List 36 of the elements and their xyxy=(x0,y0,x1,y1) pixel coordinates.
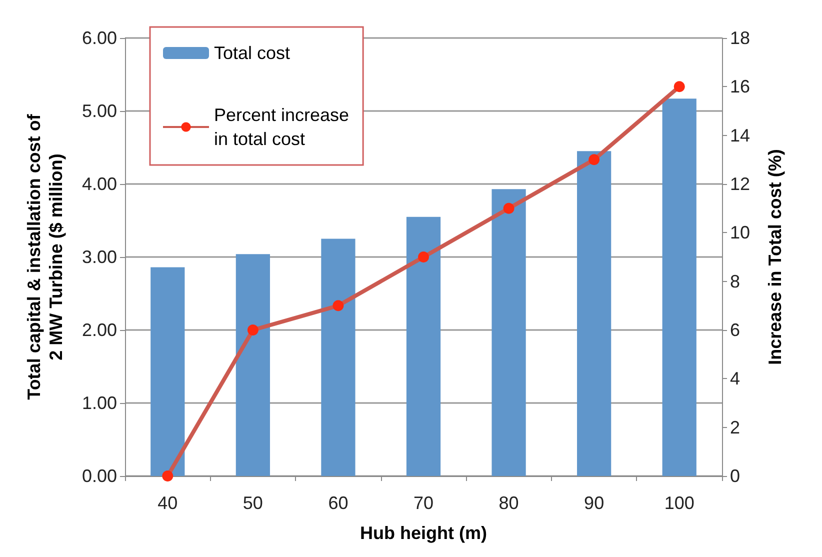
x-tick-label: 70 xyxy=(413,493,434,513)
bar xyxy=(492,189,526,476)
bar xyxy=(662,98,696,476)
y2-axis-title: Increase in Total cost (%) xyxy=(765,149,785,365)
bar xyxy=(236,254,270,476)
x-axis-title: Hub height (m) xyxy=(360,523,487,543)
y2-tick-label: 6 xyxy=(730,320,740,340)
legend-label: Total cost xyxy=(214,43,290,63)
legend-label: Percent increase in total cost xyxy=(214,105,350,149)
y2-tick-label: 12 xyxy=(730,174,750,194)
y2-tick-label: 8 xyxy=(730,271,740,292)
y2-tick-label: 10 xyxy=(730,222,750,243)
x-tick-label: 60 xyxy=(328,493,348,513)
bar xyxy=(577,151,612,476)
y2-tick-label: 18 xyxy=(730,28,750,48)
bar xyxy=(321,238,356,476)
x-tick-label: 40 xyxy=(158,493,178,513)
y-tick-label: 6.00 xyxy=(82,28,117,48)
y-tick-label: 3.00 xyxy=(82,247,117,267)
y-tick-label: 2.00 xyxy=(82,320,117,340)
x-tick-label: 50 xyxy=(242,493,263,513)
bar xyxy=(406,216,441,476)
x-tick-label: 90 xyxy=(584,493,604,513)
y-tick-label: 0.00 xyxy=(82,466,117,486)
y2-tick-label: 16 xyxy=(730,76,750,97)
y-tick-label: 5.00 xyxy=(82,101,117,121)
y-tick-label: 1.00 xyxy=(82,393,117,413)
y-axis-title: Total capital & installation cost of 2 MW Turbine ($ million) xyxy=(24,113,66,400)
bar xyxy=(150,267,185,476)
y2-tick-label: 2 xyxy=(730,417,740,438)
y-tick-label: 4.00 xyxy=(82,174,117,194)
x-tick-label: 80 xyxy=(498,493,519,513)
y2-tick-label: 14 xyxy=(730,125,750,146)
y2-tick-label: 4 xyxy=(730,368,740,389)
y2-tick-label: 0 xyxy=(730,466,740,486)
x-tick-label: 100 xyxy=(664,493,694,513)
